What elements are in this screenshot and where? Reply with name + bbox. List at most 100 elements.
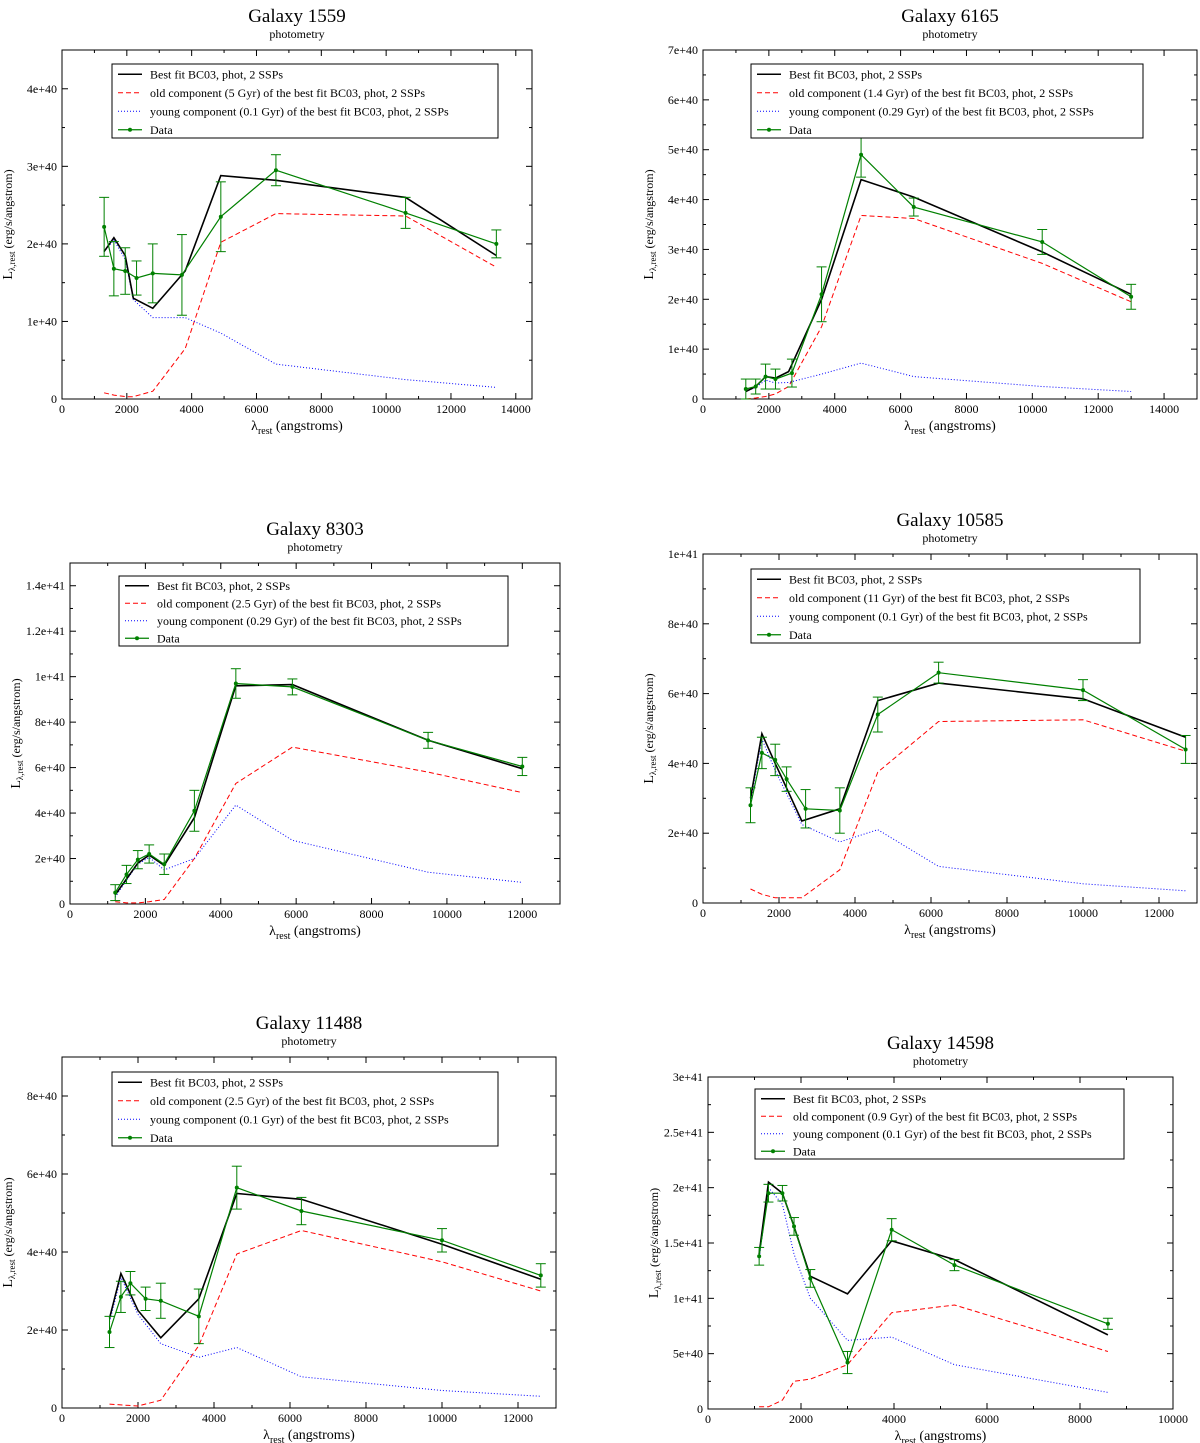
data-point xyxy=(102,224,107,229)
x-tick-label: 4000 xyxy=(209,907,233,921)
x-tick-label: 12000 xyxy=(503,1411,533,1425)
data-point xyxy=(911,205,916,210)
y-tick-label: 6e+40 xyxy=(668,93,698,107)
legend-old-component-label: old component (0.9 Gyr) of the best fit … xyxy=(793,1109,1077,1123)
data-point xyxy=(773,757,778,762)
x-tick-label: 0 xyxy=(700,402,706,416)
data-point xyxy=(494,241,499,246)
legend-best-fit-label: Best fit BC03, phot, 2 SSPs xyxy=(150,1075,283,1089)
legend: Best fit BC03, phot, 2 SSPs old component… xyxy=(118,575,509,647)
y-tick-label: 1e+41 xyxy=(673,1291,703,1305)
y-tick-label: 1e+41 xyxy=(35,670,65,684)
x-tick-label: 0 xyxy=(67,907,73,921)
chart-title: Galaxy 14598 xyxy=(887,1033,994,1054)
y-axis-label: Lλ,rest (erg/s/angstrom) xyxy=(1,169,17,279)
data-line xyxy=(745,153,1132,390)
old-component-line xyxy=(759,1304,1109,1408)
legend-best-fit-label: Best fit BC03, phot, 2 SSPs xyxy=(157,579,290,593)
y-tick-label: 4e+40 xyxy=(668,193,698,207)
y-axis-label: Lλ,rest (erg/s/angstrom) xyxy=(642,169,658,279)
data-point xyxy=(837,808,842,813)
x-tick-label: 2000 xyxy=(115,402,139,416)
data-point xyxy=(875,712,880,717)
y-axis-label: Lλ,rest (erg/s/angstrom) xyxy=(647,1188,663,1298)
data-point xyxy=(773,377,778,382)
y-tick-label: 6e+40 xyxy=(668,687,698,701)
y-tick-label: 1.4e+41 xyxy=(26,579,65,593)
data-point xyxy=(1081,688,1085,693)
data-point xyxy=(1040,239,1045,244)
data-point xyxy=(290,684,295,689)
y-tick-label: 3e+41 xyxy=(673,1070,703,1084)
legend-best-fit-label: Best fit BC03, phot, 2 SSPs xyxy=(789,572,922,586)
y-tick-label: 6e+40 xyxy=(35,761,65,775)
data-point xyxy=(808,1276,813,1281)
y-tick-label: 2e+40 xyxy=(668,826,698,840)
x-tick-label: 2000 xyxy=(133,907,157,921)
y-tick-label: 8e+40 xyxy=(27,1089,57,1103)
y-tick-label: 4e+40 xyxy=(27,82,57,96)
x-tick-label: 14000 xyxy=(501,402,531,416)
data-point xyxy=(192,808,197,813)
data-line xyxy=(103,169,497,279)
data-point xyxy=(150,271,155,276)
legend-best-fit-label: Best fit BC03, phot, 2 SSPs xyxy=(150,67,283,81)
legend-data-label: Data xyxy=(150,1131,173,1145)
legend-young-component-label: young component (0.1 Gyr) of the best fi… xyxy=(789,609,1088,623)
data-point xyxy=(789,371,794,376)
y-axis-label: Lλ,rest (erg/s/angstrom) xyxy=(642,673,658,783)
legend-young-component-label: young component (0.29 Gyr) of the best f… xyxy=(789,104,1094,118)
chart-subtitle: photometry xyxy=(287,540,342,554)
y-tick-label: 1.5e+41 xyxy=(664,1236,703,1250)
y-tick-label: 6e+40 xyxy=(27,1167,57,1181)
x-tick-label: 8000 xyxy=(1068,1412,1092,1426)
y-axis-label: Lλ,rest (erg/s/angstrom) xyxy=(9,678,25,788)
data-point xyxy=(780,1191,785,1196)
x-tick-label: 6000 xyxy=(889,402,913,416)
data-point xyxy=(134,276,139,281)
data-point xyxy=(757,1254,762,1259)
x-tick-label: 10000 xyxy=(432,907,462,921)
chart-title: Galaxy 10585 xyxy=(896,510,1003,531)
x-tick-label: 4000 xyxy=(202,1411,226,1425)
data-point xyxy=(147,851,152,856)
chart-title: Galaxy 8303 xyxy=(266,519,364,540)
legend: Best fit BC03, phot, 2 SSPs old component… xyxy=(754,1088,1125,1160)
y-tick-label: 2e+41 xyxy=(673,1181,703,1195)
data-point xyxy=(784,777,789,782)
data-point xyxy=(936,670,941,675)
data-point xyxy=(952,1263,957,1268)
x-axis-label: λrest (angstroms) xyxy=(895,1429,987,1443)
legend-best-fit-label: Best fit BC03, phot, 2 SSPs xyxy=(793,1092,926,1106)
data-point xyxy=(124,872,129,877)
y-tick-label: 3e+40 xyxy=(27,159,57,173)
x-tick-label: 8000 xyxy=(360,907,384,921)
data-point xyxy=(162,862,167,867)
x-tick-label: 14000 xyxy=(1149,402,1179,416)
legend-old-component-label: old component (2.5 Gyr) of the best fit … xyxy=(150,1094,434,1108)
best-fit-line xyxy=(749,682,1186,822)
legend: Best fit BC03, phot, 2 SSPs old component… xyxy=(750,568,1141,644)
x-tick-label: 6000 xyxy=(244,402,268,416)
data-line xyxy=(108,1186,542,1333)
data-point xyxy=(143,1296,148,1301)
old-component-line xyxy=(745,214,1132,400)
x-tick-label: 10000 xyxy=(1068,906,1098,920)
x-tick-label: 6000 xyxy=(919,906,943,920)
data-point xyxy=(859,152,864,157)
x-tick-label: 2000 xyxy=(767,906,791,920)
y-tick-label: 0 xyxy=(59,897,65,911)
data-point xyxy=(107,1329,112,1334)
y-tick-label: 8e+40 xyxy=(35,715,65,729)
data-point xyxy=(845,1360,850,1365)
x-axis-label: λrest (angstroms) xyxy=(269,924,361,942)
x-tick-label: 10000 xyxy=(371,402,401,416)
young-component-line xyxy=(758,1186,1108,1393)
chart-subtitle: photometry xyxy=(913,1054,968,1068)
legend-old-component-label: old component (1.4 Gyr) of the best fit … xyxy=(789,86,1073,100)
x-tick-label: 10000 xyxy=(1158,1412,1188,1426)
chart-title: Galaxy 1559 xyxy=(248,6,346,27)
